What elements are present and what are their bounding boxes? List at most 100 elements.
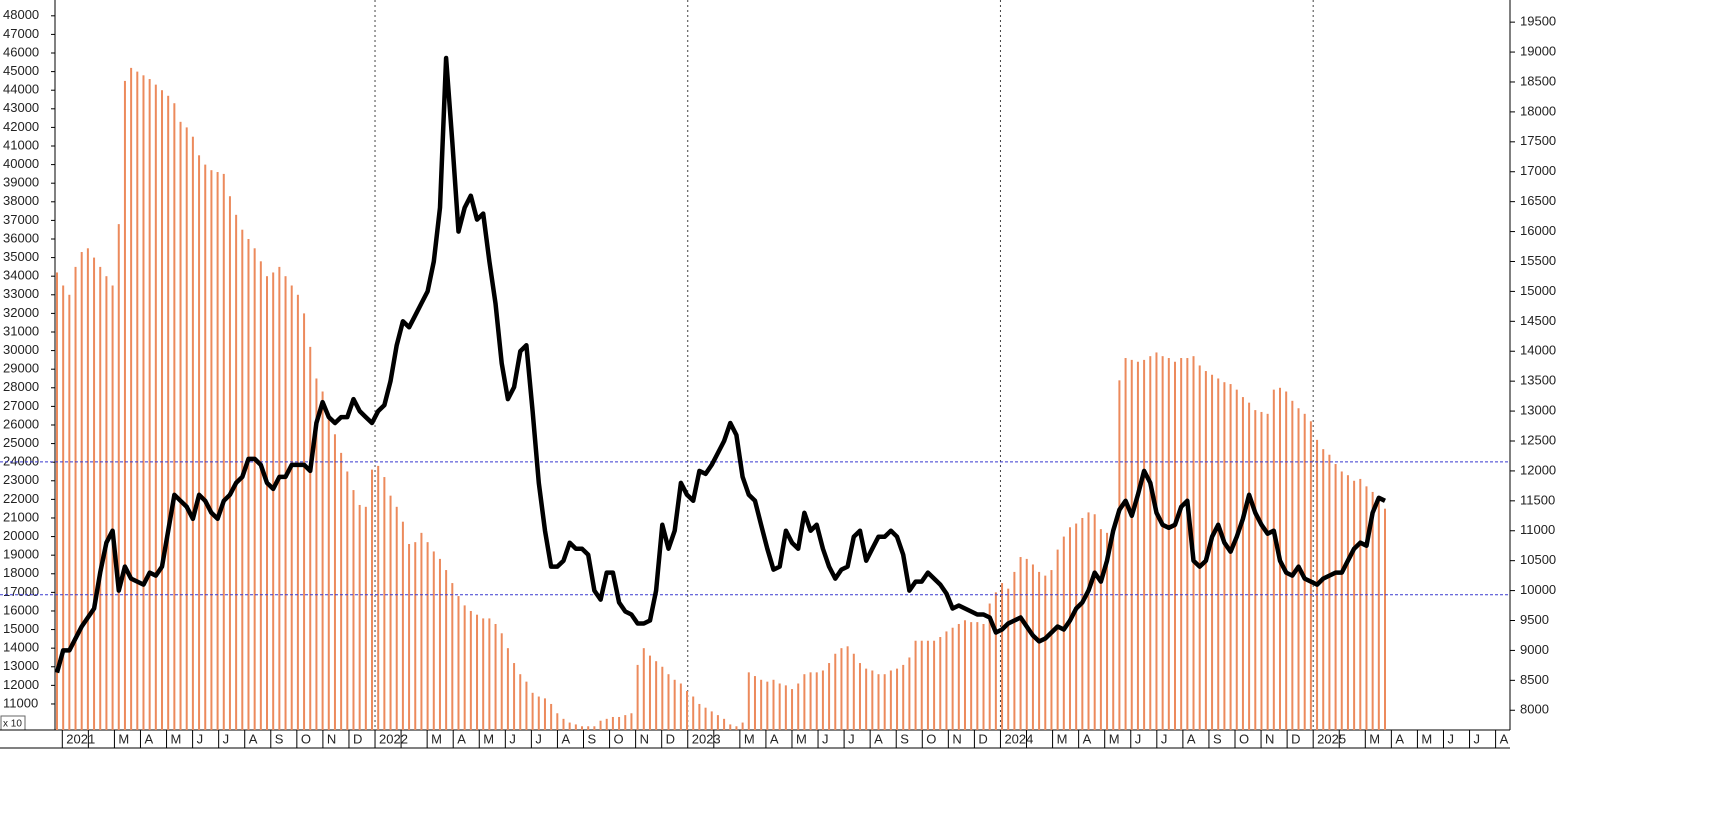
bar (531, 692, 534, 730)
x-tick-label: 2022 (379, 731, 408, 746)
bar (1112, 530, 1115, 730)
y-tick-label: 19000 (3, 547, 39, 562)
y-tick-label: 40000 (3, 156, 39, 171)
x-tick-label: O (926, 731, 936, 746)
bar (167, 95, 170, 730)
x-tick-label: J (223, 731, 230, 746)
y-tick-label: 14000 (3, 640, 39, 655)
bar (1013, 571, 1016, 730)
bar (1384, 508, 1386, 730)
x-tick-label: J (509, 731, 516, 746)
bar (988, 603, 991, 730)
bar (926, 640, 929, 730)
bar (432, 551, 435, 730)
x-tick-label: M (1057, 731, 1068, 746)
bar (1217, 378, 1220, 730)
bar (815, 672, 818, 730)
bar (266, 276, 269, 730)
bar (395, 506, 398, 730)
y-tick-label: 28000 (3, 379, 39, 394)
y2-tick-label: 10500 (1520, 552, 1556, 567)
bar (80, 252, 83, 730)
bar (173, 103, 176, 731)
x-tick-label: M (118, 731, 129, 746)
x-tick-label: J (1135, 731, 1142, 746)
bar (1371, 491, 1374, 730)
y-tick-label: 31000 (3, 323, 39, 338)
bar (809, 672, 812, 730)
bar (488, 618, 491, 730)
bar (902, 664, 905, 730)
bar (204, 164, 207, 730)
x-tick-label: N (327, 731, 336, 746)
bar (364, 506, 367, 730)
bar (1093, 514, 1096, 730)
bar (766, 681, 769, 730)
y-tick-label: 11000 (3, 695, 38, 710)
bar (340, 452, 343, 730)
bar (1229, 384, 1232, 730)
bar (371, 469, 374, 730)
bar (500, 633, 503, 730)
bar (574, 724, 577, 730)
bar (463, 605, 466, 730)
bar (401, 521, 404, 730)
y-tick-label: 22000 (3, 491, 39, 506)
bar (476, 614, 479, 730)
bar (1050, 570, 1053, 730)
bar (506, 648, 509, 730)
x-tick-label: J (1474, 731, 1481, 746)
bar (1272, 389, 1275, 730)
y2-tick-label: 12500 (1520, 432, 1556, 447)
bar (1075, 523, 1078, 730)
bar (99, 266, 102, 730)
bar (1186, 358, 1189, 730)
bar (74, 266, 77, 730)
x-tick-label: O (301, 731, 311, 746)
bar (1118, 380, 1121, 730)
bar (994, 592, 997, 730)
bar (642, 648, 645, 730)
bar (1241, 397, 1244, 730)
bar (142, 75, 145, 731)
x-tick-label: J (1161, 731, 1168, 746)
bar (1180, 358, 1183, 730)
bar (259, 261, 262, 730)
bar (1025, 558, 1028, 730)
bar (309, 346, 312, 730)
bar (648, 655, 651, 730)
bar (1254, 410, 1257, 730)
x-tick-label: A (561, 731, 570, 746)
bar (840, 648, 843, 730)
bar (272, 272, 275, 730)
bar (377, 465, 380, 730)
bar (1291, 400, 1294, 730)
y2-tick-label: 9500 (1520, 612, 1549, 627)
bar (710, 711, 713, 730)
bar (1303, 413, 1306, 730)
bar (581, 726, 584, 730)
bar (834, 653, 837, 730)
bar (469, 610, 472, 730)
x-tick-label: S (588, 731, 597, 746)
y2-tick-label: 17500 (1520, 133, 1556, 148)
bar (1143, 359, 1146, 730)
bar (389, 495, 392, 730)
bar (1001, 583, 1004, 730)
y-tick-label: 13000 (3, 658, 39, 673)
bar (191, 136, 194, 731)
bar (222, 173, 225, 731)
bar (562, 718, 565, 730)
bar (1130, 359, 1133, 730)
y-tick-label: 44000 (3, 82, 39, 97)
bar (772, 679, 775, 730)
bar (1019, 557, 1022, 730)
bar (1328, 454, 1331, 730)
bar (1161, 356, 1164, 730)
bar (1353, 480, 1356, 730)
bar (692, 696, 695, 730)
x-tick-label: M (796, 731, 807, 746)
y2-tick-label: 18000 (1520, 103, 1556, 118)
bar (791, 689, 794, 730)
bar (1248, 402, 1251, 730)
